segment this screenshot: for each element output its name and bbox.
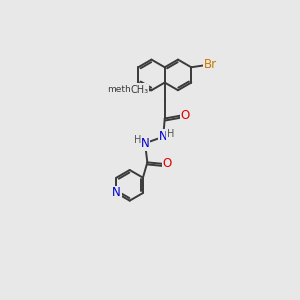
Text: Br: Br — [204, 58, 217, 71]
Text: O: O — [181, 109, 190, 122]
Text: O: O — [136, 84, 145, 97]
Text: CH₃: CH₃ — [130, 85, 148, 95]
Text: N: N — [141, 137, 149, 150]
Text: O: O — [163, 157, 172, 170]
Text: H: H — [167, 129, 174, 140]
Text: methoxy: methoxy — [107, 85, 147, 94]
Text: N: N — [112, 187, 121, 200]
Text: N: N — [159, 130, 168, 143]
Text: H: H — [134, 135, 141, 145]
